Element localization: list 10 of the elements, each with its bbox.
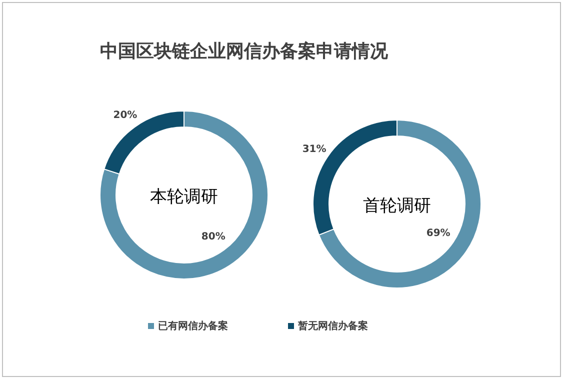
text: 首轮调研 <box>363 196 431 216</box>
data-label: 31% <box>302 144 326 155</box>
donut-slice <box>100 110 268 280</box>
legend-label: 暂无网信办备案 <box>297 320 368 332</box>
data-label: 20% <box>113 110 138 122</box>
legend-label: 已有网信办备案 <box>158 320 228 332</box>
chart-title: 中国区块链企业网信办备案申请情况 <box>100 41 389 62</box>
data-label: 69% <box>426 228 450 240</box>
data-label: 80% <box>201 231 226 242</box>
text: 本轮调研 <box>150 187 218 207</box>
